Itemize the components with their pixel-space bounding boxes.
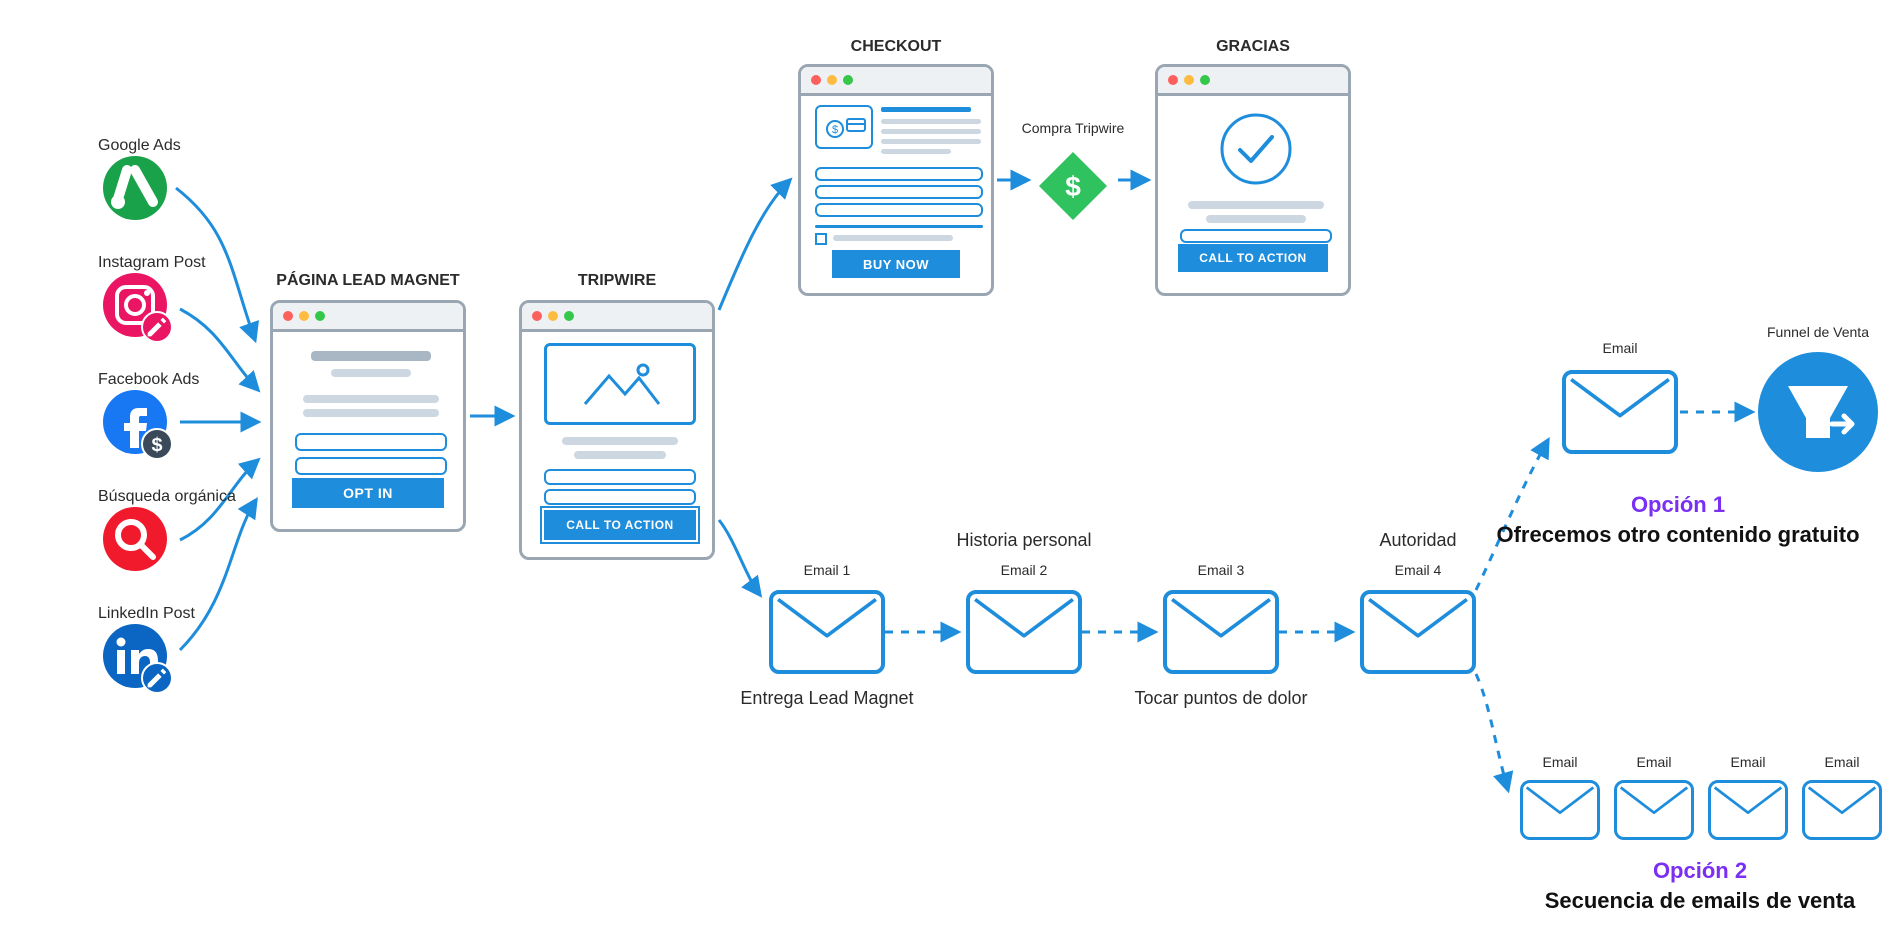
option1-head: Opción 1 (1631, 492, 1725, 518)
gracias-title: GRACIAS (1216, 38, 1290, 56)
price-card-icon: $ (817, 107, 871, 147)
lead-magnet-title: PÁGINA LEAD MAGNET (276, 272, 459, 290)
google-ads-icon (103, 156, 167, 220)
funnel-circle-icon (1758, 352, 1878, 472)
opt2-email-label-3: Email (1730, 754, 1765, 770)
compra-tripwire-label: Compra Tripwire (1022, 120, 1125, 136)
option2-sub: Secuencia de emails de venta (1545, 888, 1856, 914)
seq-email-icon-2 (966, 590, 1082, 674)
opt2-email-label-1: Email (1542, 754, 1577, 770)
svg-text:$: $ (151, 434, 162, 456)
seq-email-top-1: Email 1 (804, 562, 851, 578)
purchase-diamond-icon: $ (1035, 148, 1111, 224)
traffic-label-google-ads: Google Ads (98, 137, 181, 155)
seq-email-top-4: Email 4 (1395, 562, 1442, 578)
svg-text:$: $ (832, 124, 838, 136)
seq-email-bottom-1: Entrega Lead Magnet (740, 688, 913, 709)
opt2-email-label-2: Email (1636, 754, 1671, 770)
seq-email-bottom-3: Tocar puntos de dolor (1134, 688, 1307, 709)
opt2-email-icon-4 (1802, 780, 1882, 840)
option1-email-icon (1562, 370, 1678, 454)
facebook-badge-dollar-icon: $ (141, 428, 173, 460)
image-placeholder-icon (547, 346, 693, 422)
gracias-cta-button[interactable]: CALL TO ACTION (1178, 244, 1328, 272)
seq-email-icon-4 (1360, 590, 1476, 674)
seq-email-top-2: Email 2 (1001, 562, 1048, 578)
seq-email-icon-1 (769, 590, 885, 674)
seq-email-icon-3 (1163, 590, 1279, 674)
opt2-email-icon-3 (1708, 780, 1788, 840)
option1-funnel-label: Funnel de Venta (1767, 324, 1869, 340)
traffic-label-linkedin: LinkedIn Post (98, 605, 195, 623)
checkout-title: CHECKOUT (851, 38, 942, 56)
svg-text:$: $ (1065, 171, 1081, 202)
tripwire-title: TRIPWIRE (578, 272, 656, 290)
traffic-label-instagram: Instagram Post (98, 254, 206, 272)
buy-now-button[interactable]: BUY NOW (832, 250, 960, 278)
option1-email-label: Email (1602, 340, 1637, 356)
opt2-email-icon-2 (1614, 780, 1694, 840)
tripwire-cta-button[interactable]: CALL TO ACTION (542, 508, 698, 542)
opt2-email-icon-1 (1520, 780, 1600, 840)
linkedin-badge-pencil-icon (141, 662, 173, 694)
seq-email-top-3: Email 3 (1198, 562, 1245, 578)
seq-email-theme-4: Autoridad (1379, 530, 1456, 551)
option1-sub: Ofrecemos otro contenido gratuito (1496, 522, 1859, 548)
traffic-label-facebook: Facebook Ads (98, 371, 199, 389)
traffic-label-search: Búsqueda orgánica (98, 488, 236, 506)
option2-head: Opción 2 (1653, 858, 1747, 884)
check-circle-icon (1216, 109, 1296, 189)
opt2-email-label-4: Email (1824, 754, 1859, 770)
optin-button[interactable]: OPT IN (292, 478, 444, 508)
seq-email-theme-2: Historia personal (956, 530, 1091, 551)
search-icon (103, 507, 167, 571)
instagram-badge-pencil-icon (141, 311, 173, 343)
